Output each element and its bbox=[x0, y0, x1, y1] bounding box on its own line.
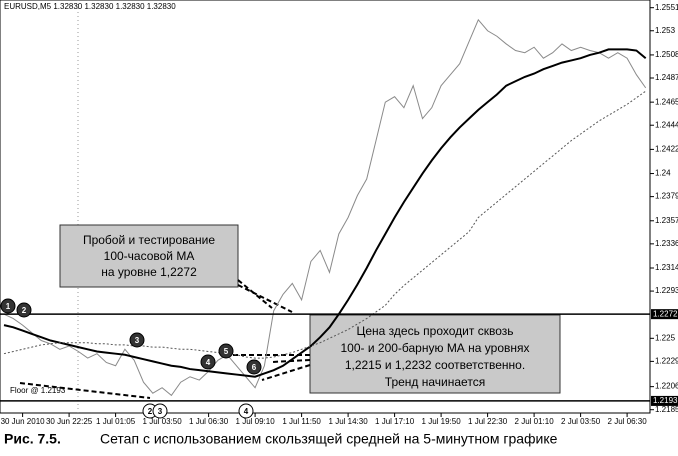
callout-text: Пробой и тестирование bbox=[83, 233, 215, 247]
marker-label: 2 bbox=[22, 306, 27, 315]
y-tick-label: 1.2379 bbox=[655, 192, 678, 201]
marker-label: 1 bbox=[6, 302, 11, 311]
callout-text: на уровне 1,2272 bbox=[101, 265, 197, 279]
marker bbox=[218, 343, 234, 359]
callout-box bbox=[309, 314, 561, 394]
marker bbox=[152, 403, 168, 419]
callout-text: Цена здесь проходит сквозь bbox=[357, 324, 514, 338]
marker-label: 3 bbox=[158, 407, 163, 416]
floor-label: Floor @ 1.2193 bbox=[10, 386, 66, 395]
series-line bbox=[3, 90, 646, 359]
caption-text: Сетап с использованием скользящей средне… bbox=[100, 431, 558, 447]
callouts bbox=[19, 224, 561, 399]
marker bbox=[246, 359, 262, 375]
y-tick-label: 1.2508 bbox=[655, 50, 678, 59]
y-tick-label: 1.2444 bbox=[655, 120, 678, 129]
callout-text: 100- и 200-барную МА на уровнях bbox=[341, 341, 530, 355]
marker-label: 4 bbox=[244, 407, 249, 416]
y-tick-label: 1.2465 bbox=[655, 97, 678, 106]
y-tick-label: 1.2336 bbox=[655, 239, 678, 248]
x-tick-label: 1 Jul 06:30 bbox=[189, 417, 229, 426]
x-tick-label: 2 Jul 01:10 bbox=[515, 417, 555, 426]
marker bbox=[129, 332, 145, 348]
x-tick-label: 1 Jul 19:50 bbox=[422, 417, 462, 426]
x-tick-label: 2 Jul 06:30 bbox=[608, 417, 648, 426]
y-tick-label: 1.2185 bbox=[655, 405, 678, 414]
header: EURUSD,M5 1.32830 1.32830 1.32830 1.3283… bbox=[4, 2, 176, 11]
y-tick-label: 1.2487 bbox=[655, 73, 678, 82]
x-tick-label: 1 Jul 01:05 bbox=[96, 417, 136, 426]
x-tick-label: 1 Jul 09:10 bbox=[236, 417, 276, 426]
y-tick-label: 1.24 bbox=[655, 169, 671, 178]
level-label: 1.2272 bbox=[653, 309, 678, 318]
x-tick-label: 30 Jun 2010 bbox=[1, 417, 46, 426]
marker-label: 4 bbox=[206, 358, 211, 367]
marker bbox=[200, 354, 216, 370]
marker bbox=[16, 302, 32, 318]
y-tick-label: 1.2551 bbox=[655, 3, 678, 12]
y-tick-label: 1.2422 bbox=[655, 144, 678, 153]
marker bbox=[238, 403, 254, 419]
level-tag bbox=[651, 309, 678, 320]
y-tick-label: 1.225 bbox=[655, 333, 676, 342]
level-label: 1.2193 bbox=[653, 396, 678, 405]
marker-label: 2 bbox=[148, 407, 153, 416]
caption-number: Рис. 7.5. bbox=[4, 431, 61, 447]
y-tick-label: 1.2229 bbox=[655, 356, 678, 365]
y-tick-label: 1.2314 bbox=[655, 263, 678, 272]
marker-label: 3 bbox=[135, 336, 140, 345]
y-tick-label: 1.2206 bbox=[655, 382, 678, 391]
series-line bbox=[3, 18, 647, 397]
y-tick-label: 1.2293 bbox=[655, 286, 678, 295]
callout-box bbox=[59, 224, 239, 288]
x-tick-label: 1 Jul 22:30 bbox=[468, 417, 508, 426]
x-tick-label: 2 Jul 03:50 bbox=[561, 417, 601, 426]
marker-label: 5 bbox=[224, 347, 229, 356]
callout-text: Тренд начинается bbox=[385, 375, 485, 389]
x-tick-label: 1 Jul 11:50 bbox=[282, 417, 321, 426]
y-tick-label: 1.253 bbox=[655, 26, 676, 35]
y-tick-label: 1.2357 bbox=[655, 216, 678, 225]
series-line bbox=[3, 48, 647, 378]
x-tick-label: 30 Jun 22:25 bbox=[46, 417, 93, 426]
x-tick-label: 1 Jul 03:50 bbox=[143, 417, 183, 426]
marker-label: 6 bbox=[252, 363, 257, 372]
level-tag bbox=[651, 395, 678, 406]
x-tick-label: 1 Jul 17:10 bbox=[375, 417, 415, 426]
marker bbox=[0, 298, 16, 314]
x-tick-label: 1 Jul 14:30 bbox=[329, 417, 369, 426]
callout-text: 1,2215 и 1,2232 соответственно. bbox=[345, 358, 525, 372]
callout-text: 100-часовой МА bbox=[104, 249, 195, 263]
